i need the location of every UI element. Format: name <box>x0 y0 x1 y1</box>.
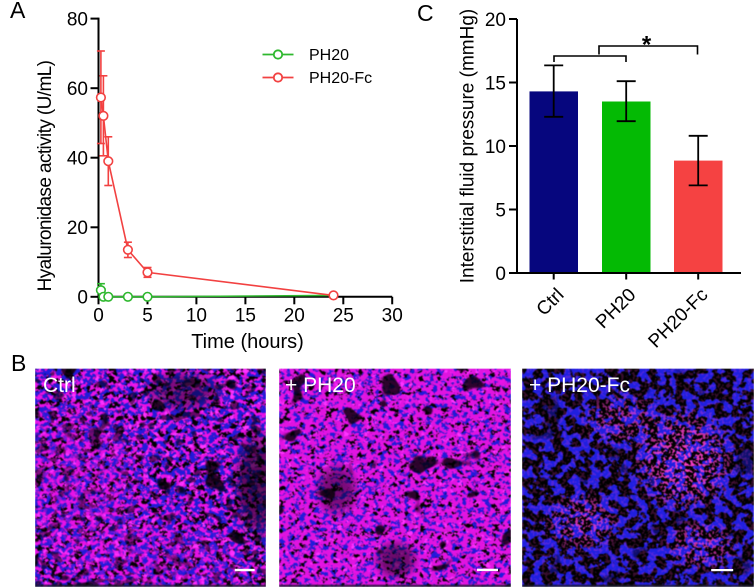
svg-text:10: 10 <box>186 306 207 327</box>
svg-text:B: B <box>11 350 26 376</box>
svg-text:Interstitial fluid pressure (m: Interstitial fluid pressure (mmHg) <box>458 9 479 284</box>
svg-text:80: 80 <box>67 9 88 30</box>
svg-text:10: 10 <box>485 137 506 158</box>
svg-text:Ctrl: Ctrl <box>43 374 76 397</box>
svg-text:15: 15 <box>485 73 506 94</box>
svg-text:20: 20 <box>67 218 88 239</box>
svg-text:A: A <box>10 0 26 23</box>
svg-text:Ctrl: Ctrl <box>533 285 569 321</box>
svg-text:60: 60 <box>67 79 88 100</box>
svg-text:PH20-Fc: PH20-Fc <box>645 285 713 353</box>
svg-text:PH20-Fc: PH20-Fc <box>309 70 372 87</box>
svg-text:C: C <box>417 0 434 26</box>
svg-text:+ PH20: + PH20 <box>285 374 356 397</box>
svg-text:30: 30 <box>382 306 403 327</box>
svg-text:PH20: PH20 <box>309 47 349 64</box>
svg-text:0: 0 <box>93 306 104 327</box>
svg-text:+ PH20-Fc: + PH20-Fc <box>529 374 630 397</box>
svg-text:0: 0 <box>495 264 506 285</box>
svg-text:40: 40 <box>67 149 88 170</box>
svg-text:0: 0 <box>77 288 88 309</box>
svg-text:Time (hours): Time (hours) <box>191 331 304 353</box>
svg-text:5: 5 <box>142 306 153 327</box>
svg-text:25: 25 <box>333 306 354 327</box>
svg-text:*: * <box>642 32 652 59</box>
svg-text:20: 20 <box>485 10 506 31</box>
svg-text:PH20: PH20 <box>592 285 640 333</box>
svg-text:20: 20 <box>284 306 305 327</box>
svg-text:15: 15 <box>235 306 256 327</box>
svg-text:5: 5 <box>495 200 506 221</box>
svg-text:Hyaluronidase activity (U/mL): Hyaluronidase activity (U/mL) <box>35 60 56 291</box>
